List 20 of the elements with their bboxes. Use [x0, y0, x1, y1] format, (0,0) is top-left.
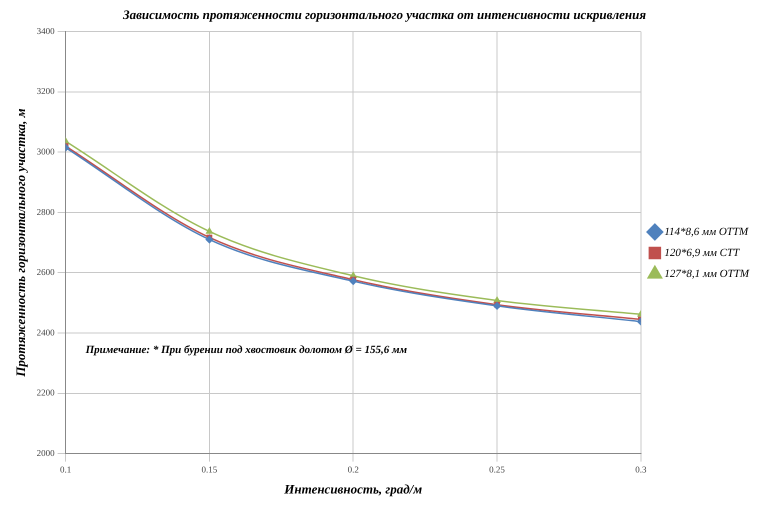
x-tick-label: 0.1	[60, 464, 72, 474]
y-tick-label: 3200	[36, 86, 56, 96]
annotation: Примечание: * При бурении под хвостовик долотом Ø = 155,6 мм	[84, 344, 408, 356]
y-tick-label: 2200	[36, 388, 56, 398]
y-tick-label: 3400	[36, 26, 56, 36]
x-tick-label: 0.15	[202, 464, 218, 474]
legend-label: 120*6,9 мм СТТ	[664, 246, 740, 259]
y-tick-label: 3000	[36, 146, 56, 157]
x-axis-title: Интенсивность, град/м	[283, 482, 422, 497]
chart-title: Зависимость протяженности горизонтального участка от интенсивности искривления	[122, 7, 646, 22]
legend-label: 127*8,1 мм ОТТМ	[664, 268, 750, 280]
x-tick-label: 0.3	[635, 464, 647, 474]
x-tick-label: 0.2	[348, 464, 359, 474]
y-tick-label: 2000	[36, 448, 56, 458]
y-tick-label: 2400	[36, 327, 56, 338]
y-tick-label: 2600	[36, 267, 56, 278]
y-axis-title: Протяженность горизонтального участка, м	[13, 108, 28, 378]
legend-label: 114*8,6 мм ОТТМ	[664, 226, 750, 238]
y-tick-label: 2800	[36, 206, 56, 217]
x-tick-label: 0.25	[489, 464, 506, 474]
